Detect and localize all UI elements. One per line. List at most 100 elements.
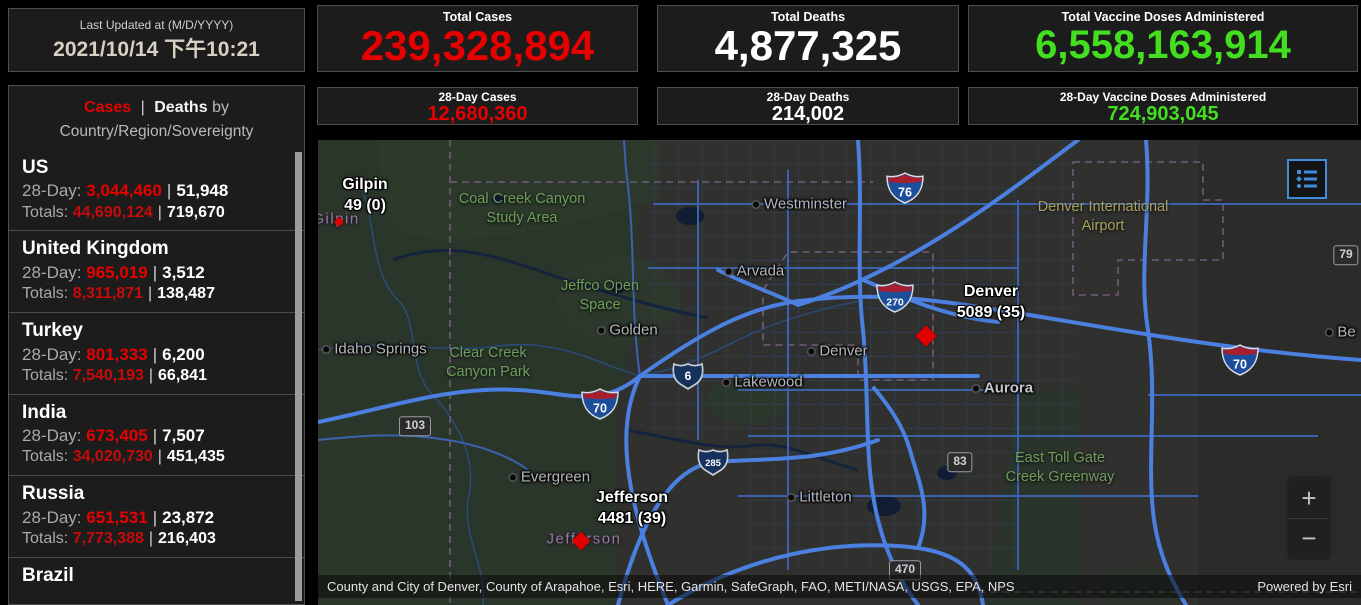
vaccine-28d-title: 28-Day Vaccine Doses Administered xyxy=(1059,90,1267,104)
total-cases-value: 239,328,894 xyxy=(360,22,595,69)
cases-28d-title: 28-Day Cases xyxy=(438,90,517,104)
total-deaths-title: Total Deaths xyxy=(770,10,846,24)
svg-text:76: 76 xyxy=(898,186,912,200)
map-city-label-be: Be xyxy=(1326,324,1356,341)
svg-text:270: 270 xyxy=(886,297,904,309)
total-vaccine-panel: Total Vaccine Doses Administered 6,558,1… xyxy=(968,5,1358,72)
map-city-label-evergreen: Evergreen xyxy=(509,469,590,486)
map-area-label-coal-creek-canyon: Coal Creek Canyon Study Area xyxy=(458,191,586,226)
sidebar-scrollbar[interactable] xyxy=(295,152,302,601)
total-cases-panel: Total Cases 239,328,894 xyxy=(317,5,638,72)
city-dot xyxy=(723,379,730,385)
powered-by-esri: Powered by Esri xyxy=(1257,579,1352,594)
highway-shield-i76: 76 xyxy=(886,172,924,204)
city-dot xyxy=(788,494,795,500)
country-day28-line: 28-Day: 801,333 | 6,200 xyxy=(22,344,205,364)
svg-text:70: 70 xyxy=(593,402,607,416)
highway-shield-us285: 285 xyxy=(696,448,730,477)
map-city-label-idaho-springs: Idaho Springs xyxy=(323,341,427,358)
vaccine-28d-panel: 28-Day Vaccine Doses Administered 724,90… xyxy=(968,87,1358,125)
map-area-label-east-toll-gate: East Toll Gate Creek Greenway xyxy=(1005,450,1115,485)
map-city-label-denver: Denver xyxy=(808,343,868,360)
country-row-russia[interactable]: Russia 28-Day: 651,531 | 23,872 Totals: 7,77… xyxy=(9,475,304,557)
country-totals-line: Totals: 7,540,193 | 66,841 xyxy=(22,366,207,384)
map-zoom-controls: + − xyxy=(1289,478,1329,558)
total-vaccine-value: 6,558,163,914 xyxy=(1035,23,1291,67)
country-row-us[interactable]: US 28-Day: 3,044,460 | 51,948 Totals: 44,690… xyxy=(9,150,304,231)
country-day28-line: 28-Day: 651,531 | 23,872 xyxy=(22,507,215,527)
svg-text:6: 6 xyxy=(685,369,692,383)
city-dot xyxy=(1326,329,1333,335)
zoom-in-button[interactable]: + xyxy=(1289,478,1329,518)
country-name: Russia xyxy=(22,483,85,505)
country-list: US 28-Day: 3,044,460 | 51,948 Totals: 44,690… xyxy=(9,150,304,596)
cases-28d-panel: 28-Day Cases 12,680,360 xyxy=(317,87,638,125)
country-row-brazil[interactable]: Brazil xyxy=(9,556,304,596)
country-name: India xyxy=(22,401,67,423)
highway-shield-i270: 270 xyxy=(876,281,914,313)
legend-list-icon xyxy=(1296,170,1317,188)
vaccine-28d-value: 724,903,045 xyxy=(1107,103,1219,125)
country-list-subtitle: Country/Region/Sovereignty xyxy=(59,122,254,140)
map-terrain-layer xyxy=(318,140,1361,605)
country-totals-line: Totals: 34,020,730 | 451,435 xyxy=(22,448,225,466)
last-updated-panel: Last Updated at (M/D/YYYY) 2021/10/14 下午… xyxy=(8,8,305,72)
city-dot xyxy=(598,327,605,333)
map-city-label-golden: Golden xyxy=(598,322,658,339)
deaths-28d-value: 214,002 xyxy=(771,103,845,125)
total-vaccine-title: Total Vaccine Doses Administered xyxy=(1061,10,1265,24)
city-dot xyxy=(509,474,516,480)
city-dot xyxy=(725,268,732,274)
last-updated-value: 2021/10/14 下午10:21 xyxy=(53,38,260,61)
country-totals-line: Totals: 7,773,388 | 216,403 xyxy=(22,529,216,547)
highway-shield-i70: 70 xyxy=(1221,344,1259,376)
map-area-label-clear-creek: Clear Creek Canyon Park xyxy=(446,345,530,380)
highway-shield-79: 79 xyxy=(1333,245,1359,265)
map-county-stat-denver: Denver 5089 (35) xyxy=(956,283,1026,321)
header-separator: | xyxy=(140,99,145,116)
map[interactable]: Gilpin 49 (0) Denver 5089 (35) Jefferson 4481… xyxy=(318,140,1361,605)
map-city-label-arvada: Arvada xyxy=(725,263,784,280)
country-row-turkey[interactable]: Turkey 28-Day: 801,333 | 6,200 Totals: 7,540… xyxy=(9,311,304,394)
country-day28-line: 28-Day: 673,405 | 7,507 xyxy=(22,426,205,446)
map-county-stat-gilpin: Gilpin 49 (0) xyxy=(342,176,388,214)
country-name: United Kingdom xyxy=(22,238,169,260)
country-name: Turkey xyxy=(22,319,83,341)
country-row-united-kingdom[interactable]: United Kingdom 28-Day: 965,019 | 3,512 Total… xyxy=(9,230,304,312)
last-updated-label: Last Updated at (M/D/YYYY) xyxy=(79,18,234,32)
deaths-28d-panel: 28-Day Deaths 214,002 xyxy=(657,87,959,125)
country-day28-line: 28-Day: 965,019 | 3,512 xyxy=(22,263,205,283)
map-area-label-denver-international: Denver International Airport xyxy=(1037,199,1169,234)
highway-shield-83: 83 xyxy=(947,452,973,472)
highway-shield-us6: 6 xyxy=(671,362,705,391)
total-deaths-panel: Total Deaths 4,877,325 xyxy=(657,5,959,72)
city-dot xyxy=(323,346,330,352)
svg-text:70: 70 xyxy=(1233,358,1247,372)
header-by-label: by xyxy=(212,99,229,116)
svg-text:285: 285 xyxy=(705,458,722,469)
map-area-label-jeffco-open: Jeffco Open Space xyxy=(561,278,639,313)
country-name: US xyxy=(22,156,49,178)
map-city-label-lakewood: Lakewood xyxy=(723,374,803,391)
total-cases-title: Total Cases xyxy=(442,10,513,24)
legend-button[interactable] xyxy=(1287,159,1327,199)
header-deaths-label: Deaths xyxy=(154,99,208,116)
highway-shield-i70: 70 xyxy=(581,388,619,420)
country-list-header: Cases | Deaths by xyxy=(9,86,304,123)
country-row-india[interactable]: India 28-Day: 673,405 | 7,507 Totals: 34,020… xyxy=(9,393,304,476)
map-city-label-westminster: Westminster xyxy=(752,196,847,213)
country-totals-line: Totals: 8,311,871 | 138,487 xyxy=(22,285,215,303)
attribution-text: County and City of Denver, County of Ara… xyxy=(327,579,1015,594)
country-totals-line: Totals: 44,690,124 | 719,670 xyxy=(22,203,225,221)
map-city-label-aurora: Aurora xyxy=(972,380,1033,397)
city-dot xyxy=(752,201,759,207)
country-list-panel: Cases | Deaths by Country/Region/Soverei… xyxy=(8,85,305,605)
header-cases-label: Cases xyxy=(84,99,132,116)
map-city-label-littleton: Littleton xyxy=(788,489,852,506)
zoom-out-button[interactable]: − xyxy=(1289,518,1329,558)
cases-28d-value: 12,680,360 xyxy=(427,103,528,125)
deaths-28d-title: 28-Day Deaths xyxy=(766,90,850,104)
highway-shield-103: 103 xyxy=(398,416,432,436)
city-dot xyxy=(808,348,815,354)
